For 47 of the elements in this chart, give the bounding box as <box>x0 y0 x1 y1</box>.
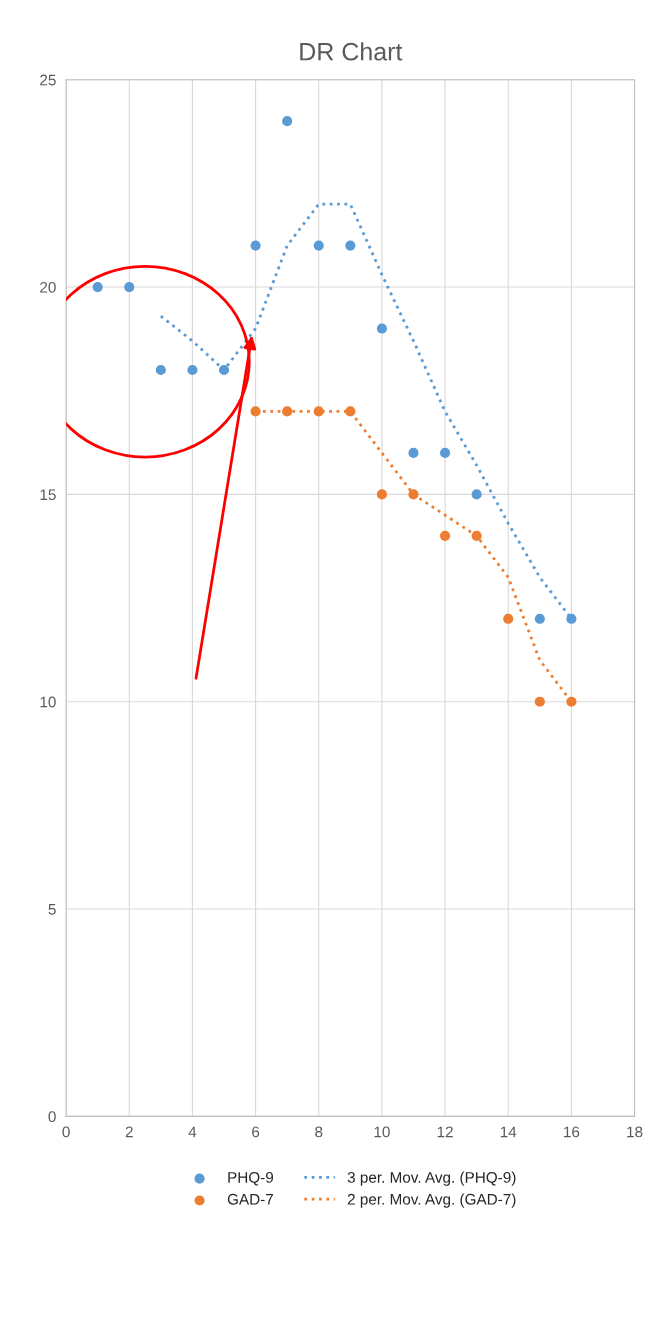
y-tick-label: 20 <box>40 281 56 293</box>
x-tick-label: 16 <box>564 1126 580 1138</box>
y-tick-label: 10 <box>40 696 56 708</box>
x-tick-label: 6 <box>252 1126 260 1138</box>
point <box>218 364 230 376</box>
point <box>313 406 324 417</box>
y-tick-label: 25 <box>40 74 56 86</box>
legend-label: 3 per. Mov. Avg. (PHQ-9) <box>347 1171 516 1186</box>
point <box>345 406 356 417</box>
point <box>313 240 324 251</box>
chart-title: DR Chart <box>300 42 403 61</box>
x-tick-label: 4 <box>188 1126 197 1138</box>
point <box>155 364 166 376</box>
legend-label: PHQ-9 <box>228 1171 274 1186</box>
point <box>534 613 545 624</box>
legend-label: 2 per. Mov. Avg. (GAD-7) <box>347 1193 516 1208</box>
point <box>439 530 451 541</box>
point <box>408 447 419 459</box>
point <box>408 489 419 500</box>
point <box>534 696 545 707</box>
point <box>566 613 577 624</box>
x-tick-label: 2 <box>125 1126 133 1138</box>
x-tick-label: 14 <box>500 1126 517 1138</box>
legend-label: GAD-7 <box>227 1193 273 1205</box>
point <box>503 613 514 624</box>
x-tick-label: 12 <box>437 1126 453 1138</box>
y-tick-label: 0 <box>48 1111 56 1123</box>
point <box>439 447 451 459</box>
x-tick-label: 18 <box>627 1126 643 1138</box>
point <box>566 696 577 707</box>
y-tick-label: 15 <box>40 489 56 501</box>
point <box>124 281 135 293</box>
point <box>471 489 482 500</box>
point <box>187 364 198 376</box>
point <box>471 530 482 541</box>
x-tick-label: 8 <box>315 1126 323 1138</box>
point <box>250 240 261 251</box>
y-tick-label: 5 <box>48 904 56 915</box>
point <box>345 240 356 251</box>
point <box>376 323 387 334</box>
x-tick-label: 0 <box>62 1126 70 1138</box>
point <box>282 406 293 417</box>
point <box>92 281 103 293</box>
x-tick-label: 10 <box>374 1126 390 1138</box>
point <box>282 116 293 127</box>
point <box>250 406 261 417</box>
point <box>376 489 387 500</box>
